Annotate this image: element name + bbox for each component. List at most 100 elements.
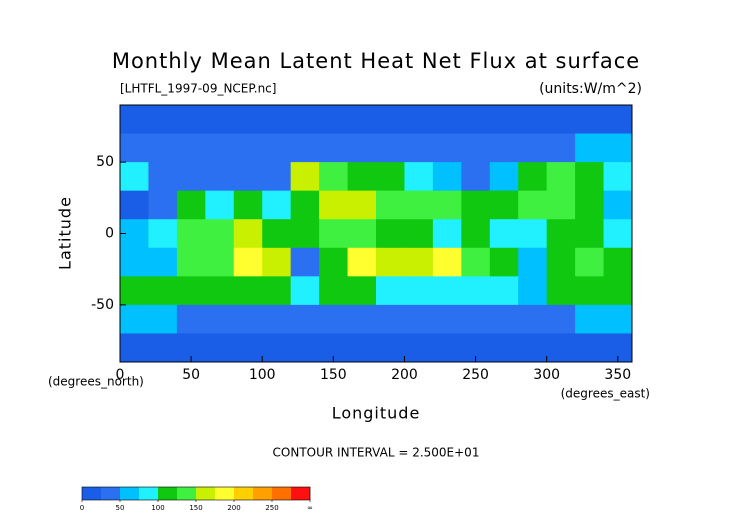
colorbar-label: 250 [265, 504, 278, 512]
flux-cell [575, 162, 605, 192]
flux-cell [546, 247, 576, 277]
colorbar-swatch [139, 487, 159, 500]
x-tick-label: 100 [249, 367, 276, 383]
flux-cell [347, 247, 377, 277]
flux-cell [176, 219, 206, 249]
flux-cell [176, 105, 206, 135]
flux-cell [205, 333, 235, 363]
x-tick-label: 300 [533, 367, 560, 383]
colorbar-swatch [196, 487, 216, 500]
flux-cell [148, 219, 178, 249]
flux-cell [290, 162, 320, 192]
flux-cell [290, 333, 320, 363]
colorbar-label: 200 [227, 504, 240, 512]
x-tick-label: 350 [604, 367, 631, 383]
flux-cell [575, 219, 605, 249]
flux-cell [432, 162, 462, 192]
flux-cell [489, 219, 519, 249]
flux-cell [347, 219, 377, 249]
flux-cell [603, 304, 633, 334]
flux-cell [518, 304, 548, 334]
flux-cell [461, 276, 491, 306]
colorbar-label: 150 [189, 504, 202, 512]
x-axis-label: Longitude [332, 404, 421, 423]
flux-cell [461, 190, 491, 220]
flux-cell [461, 219, 491, 249]
colorbar-swatch [177, 487, 197, 500]
flux-cell [148, 133, 178, 163]
x-tick-label: 50 [182, 367, 200, 383]
flux-cell [404, 276, 434, 306]
subtitle: [LHTFL_1997-09_NCEP.nc] [120, 82, 276, 96]
flux-cell [319, 162, 349, 192]
flux-cell [546, 304, 576, 334]
flux-cell [603, 219, 633, 249]
flux-cell [376, 247, 405, 277]
x-tick-label: 250 [462, 367, 489, 383]
flux-cell [489, 333, 519, 363]
flux-cell [120, 333, 149, 363]
flux-cell [376, 133, 405, 163]
flux-cell [404, 190, 434, 220]
flux-cell [262, 105, 292, 135]
flux-cell [347, 304, 377, 334]
flux-cell [575, 247, 605, 277]
flux-cell [489, 247, 519, 277]
colorbar-label: 100 [151, 504, 164, 512]
flux-cell [376, 219, 405, 249]
flux-cell [603, 247, 633, 277]
flux-cell [432, 105, 462, 135]
flux-cell [148, 247, 178, 277]
flux-cell [518, 190, 548, 220]
colorbar-swatch [120, 487, 140, 500]
y-tick-label: 0 [105, 226, 114, 242]
flux-cell [575, 276, 605, 306]
flux-cell [205, 304, 235, 334]
flux-cell [546, 219, 576, 249]
flux-cell [176, 247, 206, 277]
flux-cell [233, 247, 263, 277]
flux-cell [148, 276, 178, 306]
flux-cell [120, 162, 149, 192]
flux-cell [233, 304, 263, 334]
flux-cell [489, 133, 519, 163]
flux-cell [489, 162, 519, 192]
flux-cell [262, 333, 292, 363]
flux-cell [347, 333, 377, 363]
colorbar-label: 0 [80, 504, 84, 512]
colorbar-swatch [82, 487, 102, 500]
flux-cell [233, 333, 263, 363]
flux-cell [262, 190, 292, 220]
flux-cell [546, 162, 576, 192]
flux-cell [205, 276, 235, 306]
contour-note: CONTOUR INTERVAL = 2.500E+01 [273, 446, 480, 460]
flux-cell [120, 190, 149, 220]
flux-cell [120, 304, 149, 334]
flux-cell [176, 162, 206, 192]
flux-cell [319, 190, 349, 220]
flux-cell [262, 162, 292, 192]
flux-cell [120, 105, 149, 135]
flux-cell [546, 333, 576, 363]
flux-cell [603, 276, 633, 306]
units: (units:W/m^2) [539, 81, 642, 97]
flux-cell [176, 133, 206, 163]
flux-cell [176, 304, 206, 334]
flux-cell [290, 105, 320, 135]
flux-cell [205, 162, 235, 192]
flux-cell [290, 304, 320, 334]
flux-cell [461, 247, 491, 277]
flux-cell [233, 162, 263, 192]
flux-cell [404, 304, 434, 334]
flux-cell [404, 133, 434, 163]
colorbar-swatch [291, 487, 311, 500]
colorbar-swatch [101, 487, 121, 500]
flux-cell [376, 105, 405, 135]
flux-cell [290, 276, 320, 306]
flux-cell [546, 276, 576, 306]
y-tick-label: 50 [96, 154, 114, 170]
y-tick-label: -50 [91, 297, 114, 313]
flux-cell [347, 162, 377, 192]
flux-cell [603, 190, 633, 220]
flux-cell [518, 133, 548, 163]
